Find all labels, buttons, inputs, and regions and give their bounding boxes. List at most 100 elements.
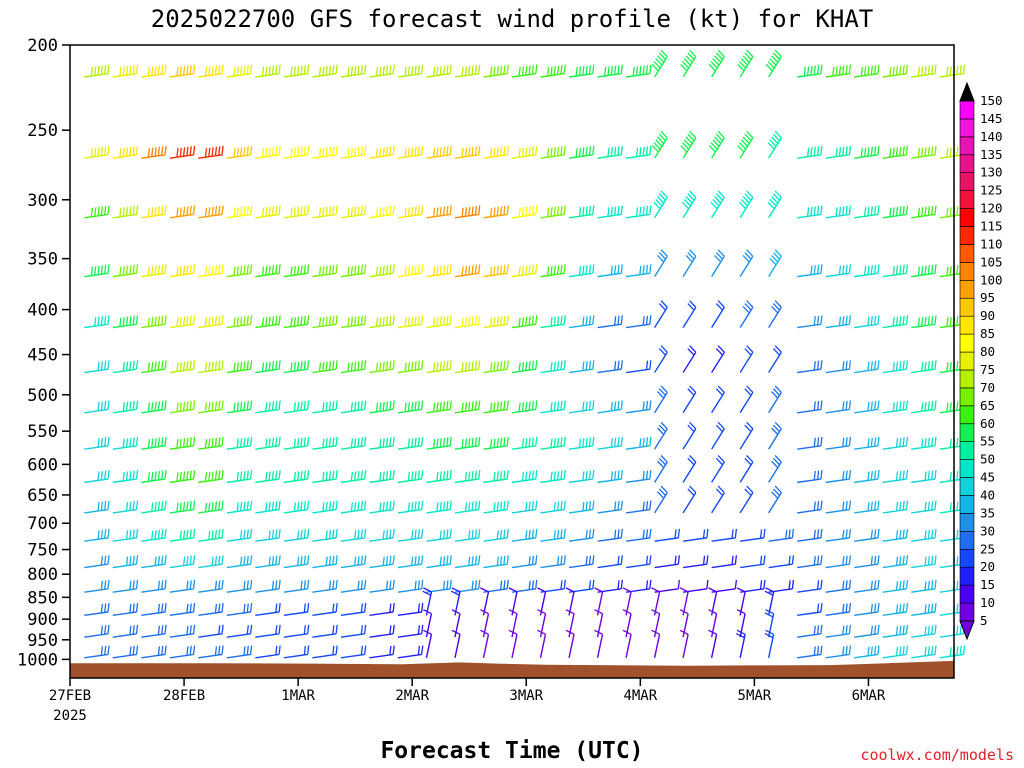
wind-barb: [198, 470, 224, 484]
wind-barb: [682, 528, 709, 542]
wind-barb: [768, 455, 782, 483]
wind-barb: [540, 528, 566, 542]
wind-barb: [451, 629, 461, 658]
wind-barb: [397, 470, 424, 484]
wind-barb: [141, 64, 167, 78]
wind-barb: [426, 500, 452, 514]
wind-barb: [797, 400, 823, 414]
wind-barb: [540, 145, 566, 159]
colorbar-label: 120: [980, 201, 1003, 216]
colorbar-label: 20: [980, 559, 995, 574]
wind-barb: [682, 385, 697, 414]
wind-barb: [708, 609, 718, 638]
wind-barb: [369, 315, 395, 329]
wind-barb: [911, 315, 937, 329]
wind-barb: [255, 555, 281, 569]
wind-barb: [198, 500, 224, 514]
wind-barb: [568, 64, 595, 78]
colorbar-label: 25: [980, 541, 995, 556]
wind-barb: [283, 528, 310, 542]
wind-barb: [340, 470, 367, 484]
colorbar-segment: [959, 190, 975, 209]
wind-barb: [568, 579, 595, 593]
wind-barb: [397, 645, 424, 659]
colorbar-label: 145: [980, 111, 1003, 126]
wind-barb: [540, 264, 566, 278]
wind-barb: [568, 400, 595, 414]
wind-barb: [708, 49, 725, 78]
colorbar-label: 110: [980, 236, 1003, 251]
wind-barb: [625, 264, 652, 278]
wind-barb: [169, 579, 196, 593]
wind-barb: [622, 629, 632, 658]
wind-barb: [739, 455, 754, 483]
colorbar-segment: [959, 477, 975, 496]
wind-barb: [736, 629, 746, 658]
wind-barb: [622, 609, 632, 638]
wind-barb: [682, 455, 697, 483]
x-tick-label: 27FEB: [49, 688, 91, 704]
x-tick-label: 1MAR: [281, 688, 315, 704]
wind-barb: [711, 485, 725, 514]
wind-barb: [483, 470, 509, 484]
wind-barb: [882, 579, 909, 593]
wind-barb: [454, 500, 481, 514]
wind-barb: [112, 500, 139, 514]
wind-barb: [882, 436, 909, 450]
wind-barb: [369, 645, 395, 659]
wind-barb: [854, 360, 880, 374]
wind-barb: [825, 145, 852, 159]
colorbar-label: 125: [980, 183, 1003, 198]
colorbar-label: 65: [980, 398, 995, 413]
wind-barb: [854, 645, 880, 659]
colorbar-label: 140: [980, 129, 1003, 144]
wind-barb: [854, 602, 880, 617]
wind-barb: [739, 249, 754, 277]
wind-barb: [682, 249, 697, 277]
wind-barb: [312, 624, 338, 638]
chart-title: 2025022700 GFS forecast wind profile (kt…: [151, 5, 873, 33]
wind-barb: [198, 645, 224, 659]
wind-barb: [653, 455, 668, 483]
wind-barb: [454, 579, 481, 593]
wind-barb: [854, 528, 880, 542]
wind-barb: [740, 579, 766, 593]
y-tick-label: 750: [27, 541, 58, 561]
wind-barb: [825, 528, 852, 542]
wind-barb: [112, 624, 139, 638]
wind-barb: [169, 64, 196, 78]
wind-barb: [797, 145, 823, 159]
wind-barb: [797, 579, 823, 593]
colorbar-segment: [959, 172, 975, 191]
wind-barb: [397, 500, 424, 514]
wind-barb: [198, 555, 224, 569]
colorbar-label: 70: [980, 380, 995, 395]
wind-barb: [568, 500, 595, 514]
wind-barb: [141, 315, 167, 329]
colorbar-label: 100: [980, 272, 1003, 287]
wind-barb: [882, 645, 909, 659]
wind-barb: [568, 205, 595, 219]
y-tick-label: 900: [27, 610, 58, 630]
wind-barb: [169, 205, 196, 219]
wind-barb: [483, 400, 509, 414]
wind-barb: [508, 629, 518, 658]
wind-barb: [283, 205, 310, 219]
wind-barb: [854, 64, 880, 78]
colorbar-label: 30: [980, 523, 995, 538]
colorbar-label: 90: [980, 308, 995, 323]
colorbar-label: 10: [980, 595, 995, 610]
wind-barb: [255, 205, 281, 219]
wind-barb: [854, 145, 880, 159]
wind-barb: [768, 485, 782, 514]
wind-barb: [882, 145, 909, 159]
wind-barb: [540, 360, 566, 374]
wind-barb: [911, 64, 937, 78]
wind-barb: [369, 205, 395, 219]
wind-barb: [340, 579, 367, 593]
wind-barb: [739, 345, 754, 373]
wind-barb: [625, 470, 652, 484]
wind-barb: [141, 555, 167, 569]
wind-barb: [882, 64, 909, 78]
